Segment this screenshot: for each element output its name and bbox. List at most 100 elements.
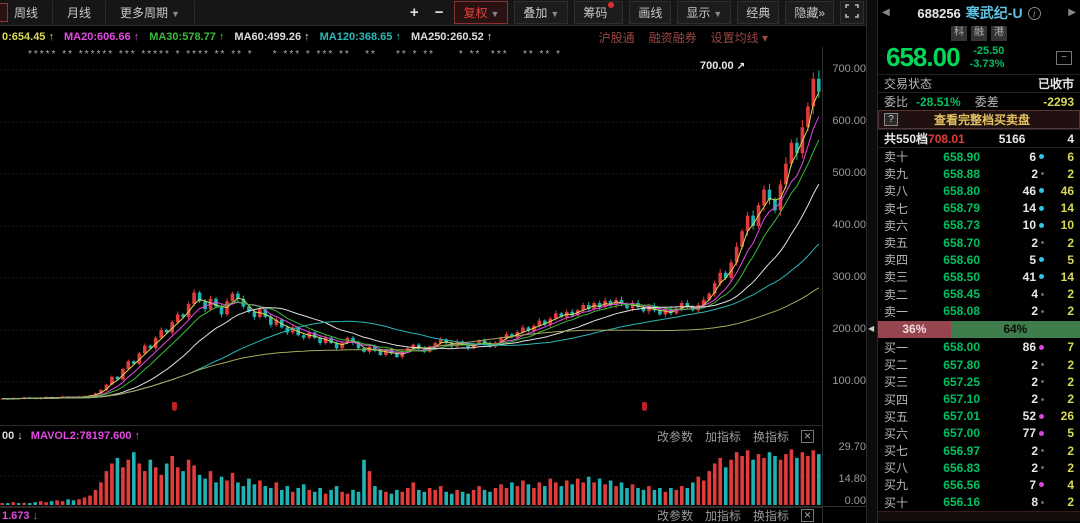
volume-indicator-header: 00 ↓ MAVOL2:78197.600 ↑ 改参数 加指标 换指标 ✕ xyxy=(0,425,822,446)
tab-monthly[interactable]: 月线 xyxy=(53,1,107,24)
level-price: 658.50 xyxy=(943,269,980,284)
buy-level-row[interactable]: 买一 658.00 86 7 xyxy=(878,339,1080,356)
level-label: 卖五 xyxy=(884,236,909,251)
zoom-out-button[interactable]: − xyxy=(434,4,444,21)
buy-level-row[interactable]: 买七 656.97 2 2 xyxy=(878,442,1080,459)
panel-divider[interactable]: ◀ xyxy=(866,0,878,523)
badge-科[interactable]: 科 xyxy=(951,26,967,41)
help-icon[interactable]: ? xyxy=(884,113,898,126)
buy-level-row[interactable]: 买五 657.01 52 26 xyxy=(878,408,1080,425)
level-count: 6 xyxy=(1067,149,1074,164)
status-value: 已收市 xyxy=(1037,77,1074,91)
sell-level-row[interactable]: 卖一 658.08 2 2 xyxy=(878,303,1080,320)
level-count: 2 xyxy=(1067,304,1074,319)
link-ma-settings[interactable]: 设置均线 ▾ xyxy=(710,30,768,45)
switch-indicator-button[interactable]: 换指标 xyxy=(752,508,789,523)
sell-level-row[interactable]: 卖四 658.60 5 5 xyxy=(878,251,1080,268)
next-stock-icon[interactable]: ▶ xyxy=(1068,7,1076,18)
level-qty: 2 xyxy=(980,358,1044,372)
level-qty: 2 xyxy=(980,304,1044,318)
add-indicator-button[interactable]: 加指标 xyxy=(704,508,741,523)
level-price: 658.08 xyxy=(943,304,980,319)
sell-level-row[interactable]: 卖六 658.73 10 10 xyxy=(878,217,1080,234)
ex-rights-marker[interactable] xyxy=(642,402,647,411)
close-icon[interactable]: ✕ xyxy=(801,509,814,522)
info-icon[interactable]: i xyxy=(1027,6,1041,20)
level-count: 2 xyxy=(1067,357,1074,372)
minimize-panel-button[interactable]: − xyxy=(1056,50,1072,65)
price-tick-label: 700.00 xyxy=(832,63,866,75)
level-price: 658.88 xyxy=(943,166,980,181)
last-price: 658.00 xyxy=(886,42,961,72)
sell-level-row[interactable]: 卖八 658.80 46 46 xyxy=(878,182,1080,199)
level-label: 买四 xyxy=(884,392,909,407)
price-tick-label: 600.00 xyxy=(832,115,866,127)
toolbar-button-隐藏[interactable]: 隐藏» xyxy=(785,1,834,24)
volume-tick-label: 14.80 xyxy=(838,473,866,485)
level-label: 买七 xyxy=(884,444,909,459)
switch-indicator-button[interactable]: 换指标 xyxy=(752,429,789,444)
sell-level-row[interactable]: 卖七 658.79 14 14 xyxy=(878,200,1080,217)
ma-indicator-row: 0:654.45 ↑ MA20:606.66 ↑ MA30:578.77 ↑ MA60… xyxy=(0,27,878,47)
candlestick-chart[interactable] xyxy=(0,47,822,425)
full-depth-button[interactable]: ? 查看完整档买卖盘 xyxy=(878,110,1080,129)
quote-panel: ◀ 688256 寒武纪-U i ▶ 科融港 658.00 -25.50 -3.… xyxy=(878,0,1080,523)
mavol2-value: MAVOL2:78197.600 ↑ xyxy=(30,430,141,442)
tab-more-periods[interactable]: 更多周期 ▼ xyxy=(106,1,195,24)
change-params-button[interactable]: 改参数 xyxy=(656,429,693,444)
buy-level-row[interactable]: 买三 657.25 2 2 xyxy=(878,373,1080,390)
level-price: 658.73 xyxy=(943,218,980,233)
buy-level-row[interactable]: 买六 657.00 77 5 xyxy=(878,425,1080,442)
toolbar-button-叠加[interactable]: 叠加 ▼ xyxy=(514,1,569,24)
toolbar-button-筹码[interactable]: 筹码 xyxy=(574,1,624,24)
change-params-button[interactable]: 改参数 xyxy=(656,508,693,523)
sell-level-row[interactable]: 卖五 658.70 2 2 xyxy=(878,234,1080,251)
buy-level-row[interactable]: 买九 656.56 7 4 xyxy=(878,476,1080,493)
trade-status-row: 交易状态 已收市 xyxy=(878,74,1080,92)
buy-level-row[interactable]: 买二 657.80 2 2 xyxy=(878,356,1080,373)
buy-level-row[interactable]: 买十 656.16 8 2 xyxy=(878,494,1080,511)
order-dot-icon xyxy=(1039,430,1044,436)
zoom-in-button[interactable]: + xyxy=(409,4,419,21)
level-price: 657.80 xyxy=(943,357,980,372)
depth-total: 共550档 xyxy=(884,132,929,146)
toolbar-button-画线[interactable]: 画线 xyxy=(629,1,672,24)
tab-weekly[interactable]: 周线 xyxy=(0,1,54,24)
active-period-tab-clipped[interactable] xyxy=(0,3,8,22)
order-dot-icon xyxy=(1041,380,1044,384)
order-dot-icon xyxy=(1041,500,1044,504)
order-dot-icon xyxy=(1039,188,1044,194)
depth-count: 4 xyxy=(1067,131,1074,146)
link-margin-trading[interactable]: 融资融券 xyxy=(648,30,697,45)
sell-level-row[interactable]: 卖九 658.88 2 2 xyxy=(878,165,1080,182)
toolbar-button-显示[interactable]: 显示 ▼ xyxy=(677,1,732,24)
level-qty: 6 xyxy=(980,150,1044,164)
badge-融[interactable]: 融 xyxy=(971,26,987,41)
sell-level-row[interactable]: 卖二 658.45 4 2 xyxy=(878,286,1080,303)
toolbar-button-经典[interactable]: 经典 xyxy=(737,1,780,24)
order-dot-icon xyxy=(1041,449,1044,453)
link-hu-gu-tong[interactable]: 沪股通 xyxy=(598,30,635,45)
buy-level-row[interactable]: 买四 657.10 2 2 xyxy=(878,390,1080,407)
close-icon[interactable]: ✕ xyxy=(801,429,814,443)
add-indicator-button[interactable]: 加指标 xyxy=(704,429,741,444)
level-label: 卖一 xyxy=(884,304,909,319)
sell-level-row[interactable]: 卖十 658.90 6 6 xyxy=(878,148,1080,165)
toolbar-button-复权[interactable]: 复权 ▼ xyxy=(454,1,509,24)
prev-stock-icon[interactable]: ◀ xyxy=(882,7,890,18)
level-label: 买八 xyxy=(884,461,909,476)
collapse-panel-icon[interactable]: ◀ xyxy=(868,324,875,333)
level-count: 2 xyxy=(1067,392,1074,407)
ex-rights-marker[interactable] xyxy=(172,402,177,411)
sell-level-row[interactable]: 卖三 658.50 41 14 xyxy=(878,268,1080,285)
indicator2-actions: 改参数 加指标 换指标 ✕ xyxy=(656,508,822,523)
toolbar-right-group: + − 复权 ▼ 叠加 ▼ 筹码 画线 显示 ▼ 经典 隐藏» xyxy=(405,1,878,24)
badge-港[interactable]: 港 xyxy=(991,26,1007,41)
buy-level-row[interactable]: 买八 656.83 2 2 xyxy=(878,459,1080,476)
chevron-down-icon: ▼ xyxy=(550,9,560,19)
level-label: 卖七 xyxy=(884,201,909,216)
weicha-label: 委差 xyxy=(974,95,999,109)
fullscreen-button[interactable] xyxy=(840,1,864,24)
volume-chart[interactable] xyxy=(0,447,822,506)
